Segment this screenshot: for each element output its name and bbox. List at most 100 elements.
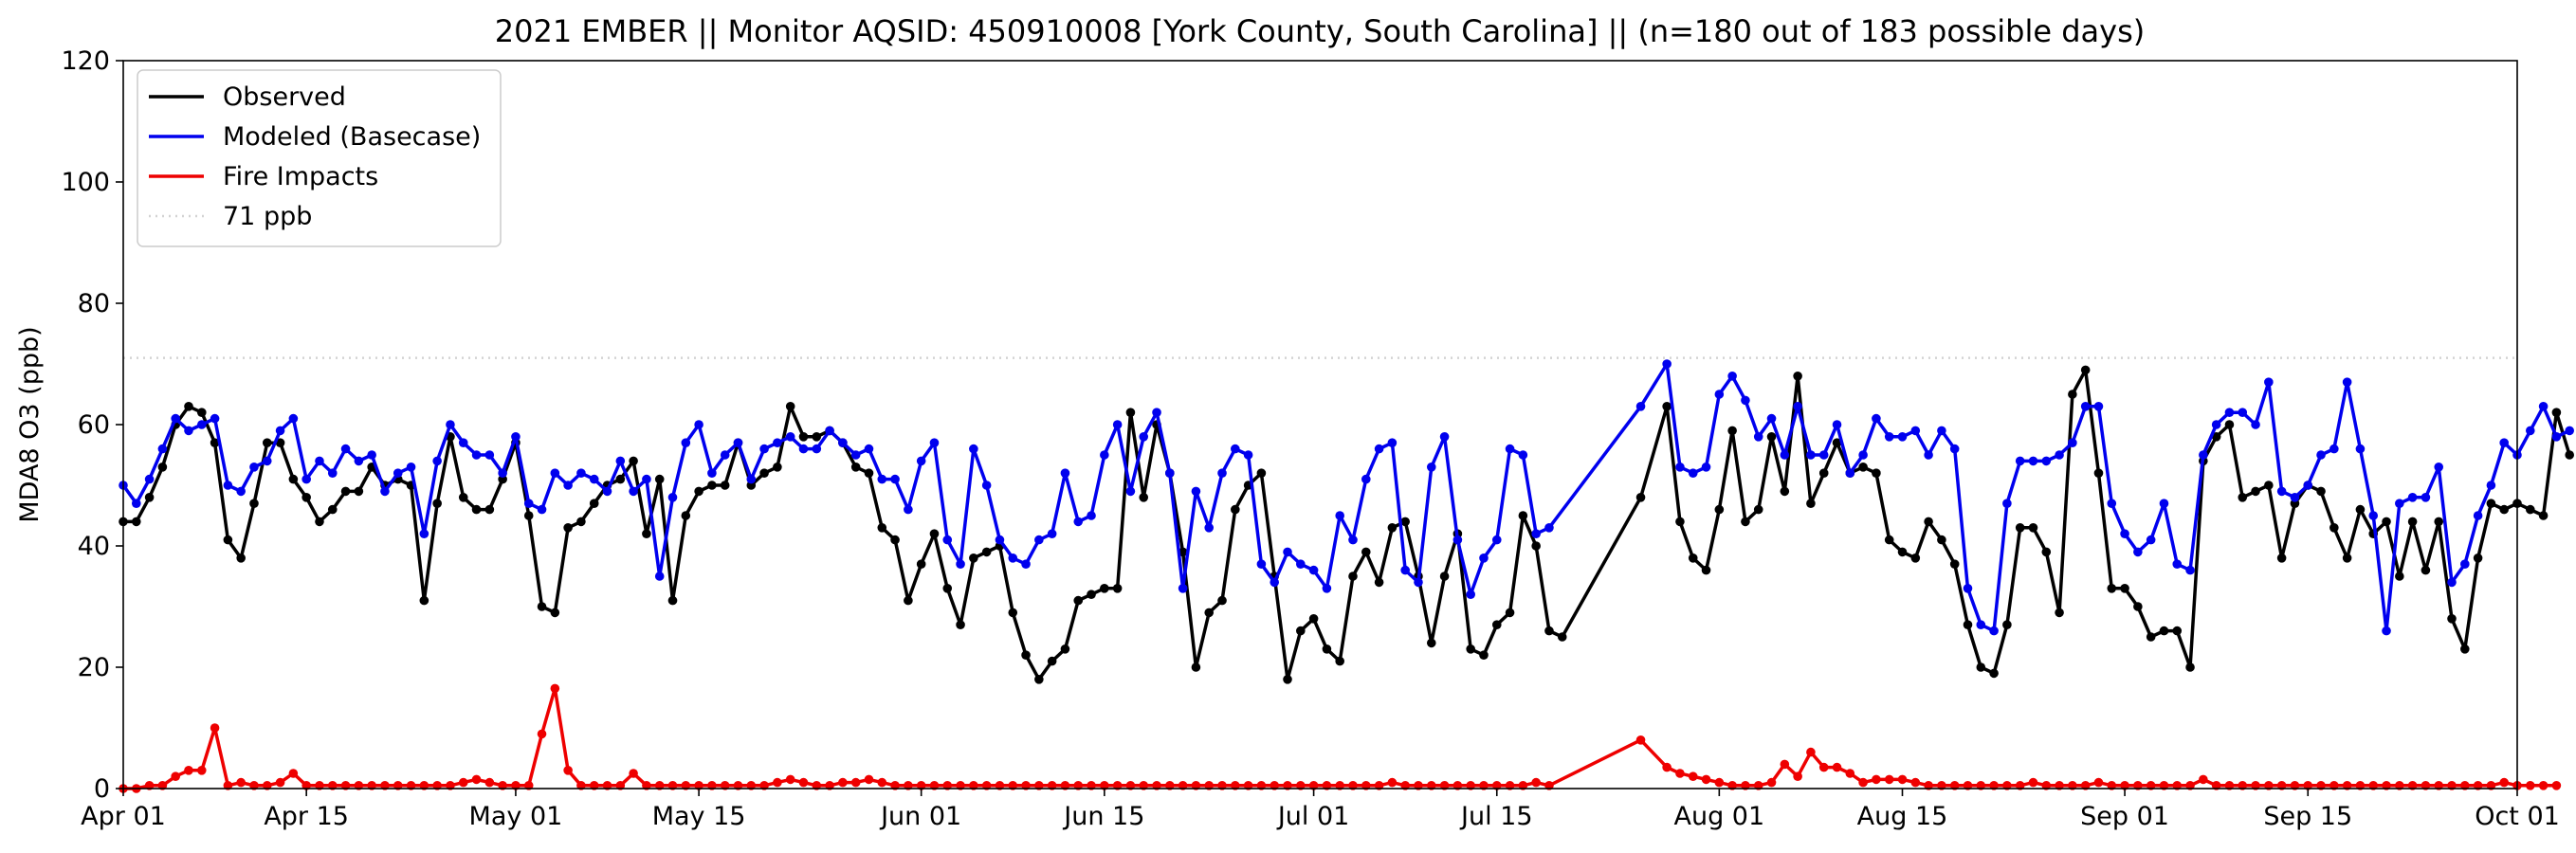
data-point-fire-impacts [1256, 781, 1267, 790]
data-point-modeled-basecase [327, 468, 338, 479]
data-point-fire-impacts [1191, 781, 1201, 790]
data-point-modeled-basecase [288, 413, 299, 424]
data-point-modeled-basecase [812, 444, 822, 454]
data-point-modeled-basecase [1322, 584, 1332, 593]
data-point-modeled-basecase [563, 481, 573, 490]
data-point-modeled-basecase [1243, 450, 1253, 460]
data-point-modeled-basecase [1544, 523, 1554, 533]
data-point-observed [2224, 420, 2235, 429]
data-point-fire-impacts [2486, 781, 2496, 790]
data-point-modeled-basecase [1217, 468, 1227, 479]
data-point-fire-impacts [1008, 781, 1018, 790]
data-point-modeled-basecase [131, 499, 141, 508]
data-point-modeled-basecase [196, 420, 207, 429]
data-point-modeled-basecase [1479, 554, 1489, 563]
data-point-observed [131, 517, 141, 527]
data-point-modeled-basecase [890, 474, 900, 484]
data-point-fire-impacts [315, 781, 324, 790]
data-point-modeled-basecase [746, 474, 757, 484]
data-point-modeled-basecase [144, 474, 155, 484]
data-point-modeled-basecase [877, 474, 887, 484]
axis-layer: 0 20 40 60 80 100 120 Apr 01 Apr 15 May 01 May 15 J… [61, 46, 2559, 831]
data-point-fire-impacts [1727, 781, 1737, 790]
data-point-observed [1021, 650, 1031, 660]
data-point-fire-impacts [1426, 781, 1436, 790]
data-point-modeled-basecase [1283, 547, 1292, 557]
data-point-modeled-basecase [171, 413, 180, 424]
data-point-observed [942, 584, 953, 593]
data-point-fire-impacts [890, 781, 900, 790]
data-point-modeled-basecase [1635, 402, 1646, 411]
data-point-observed [2041, 547, 2052, 557]
data-point-observed [2028, 523, 2038, 533]
data-point-modeled-basecase [1675, 463, 1685, 472]
data-point-fire-impacts [2185, 781, 2195, 790]
data-point-observed [340, 486, 351, 497]
data-point-fire-impacts [2368, 781, 2379, 790]
data-point-fire-impacts [1544, 781, 1554, 790]
data-point-modeled-basecase [2120, 529, 2129, 538]
data-point-observed [589, 499, 599, 508]
data-point-modeled-basecase [1753, 432, 1763, 442]
data-point-fire-impacts [1073, 781, 1084, 790]
legend-box [137, 69, 502, 247]
data-point-observed [1426, 638, 1436, 648]
data-point-modeled-basecase [2473, 511, 2483, 520]
data-point-fire-impacts [210, 723, 220, 733]
data-point-observed [1034, 675, 1044, 684]
data-point-fire-impacts [2028, 777, 2038, 788]
data-point-modeled-basecase [1452, 535, 1463, 545]
data-point-observed [1989, 668, 1999, 679]
data-point-observed [1688, 554, 1698, 563]
data-point-fire-impacts [2199, 774, 2208, 785]
data-point-modeled-basecase [1256, 559, 1267, 569]
data-point-fire-impacts [1217, 781, 1227, 790]
data-point-observed [2093, 468, 2104, 479]
data-point-modeled-basecase [629, 486, 638, 497]
data-point-modeled-basecase [1204, 523, 1215, 533]
data-point-observed [812, 432, 822, 442]
data-point-fire-impacts [1283, 781, 1292, 790]
data-point-modeled-basecase [942, 535, 953, 545]
data-point-modeled-basecase [707, 468, 717, 479]
data-point-modeled-basecase [523, 499, 534, 508]
data-point-fire-impacts [1924, 781, 1933, 790]
data-point-fire-impacts [1414, 781, 1423, 790]
data-point-modeled-basecase [2224, 408, 2235, 418]
data-point-fire-impacts [2329, 781, 2339, 790]
data-point-observed [2551, 408, 2562, 418]
data-point-observed [432, 499, 442, 508]
data-point-modeled-basecase [1400, 565, 1410, 575]
data-point-fire-impacts [654, 781, 665, 790]
data-point-observed [1531, 541, 1541, 551]
data-point-modeled-basecase [1963, 584, 1973, 593]
data-point-fire-impacts [1348, 781, 1358, 790]
data-point-modeled-basecase [1845, 468, 1855, 479]
data-point-modeled-basecase [1806, 450, 1816, 460]
data-point-fire-impacts [785, 774, 795, 785]
data-point-fire-impacts [1466, 781, 1475, 790]
data-point-fire-impacts [1125, 781, 1136, 790]
data-point-modeled-basecase [1178, 584, 1188, 593]
data-point-modeled-basecase [1818, 450, 1829, 460]
data-point-fire-impacts [2382, 781, 2391, 790]
data-point-modeled-basecase [2093, 402, 2104, 411]
data-point-fire-impacts [1100, 781, 1109, 790]
data-point-fire-impacts [850, 777, 861, 788]
data-point-observed [1308, 614, 1319, 624]
data-point-modeled-basecase [1296, 559, 1306, 569]
data-point-fire-impacts [2447, 781, 2457, 790]
data-point-observed [1217, 595, 1227, 606]
data-point-fire-impacts [2434, 781, 2444, 790]
data-point-modeled-basecase [681, 438, 691, 448]
data-point-modeled-basecase [2133, 547, 2143, 557]
data-point-observed [275, 438, 285, 448]
data-point-observed [2238, 493, 2248, 502]
data-point-modeled-basecase [2525, 426, 2535, 436]
data-point-modeled-basecase [432, 456, 442, 466]
data-point-fire-impacts [2316, 781, 2326, 790]
data-point-observed [2407, 517, 2418, 527]
data-point-fire-impacts [523, 781, 534, 790]
data-point-observed [2447, 614, 2457, 624]
data-point-modeled-basecase [2538, 402, 2549, 411]
